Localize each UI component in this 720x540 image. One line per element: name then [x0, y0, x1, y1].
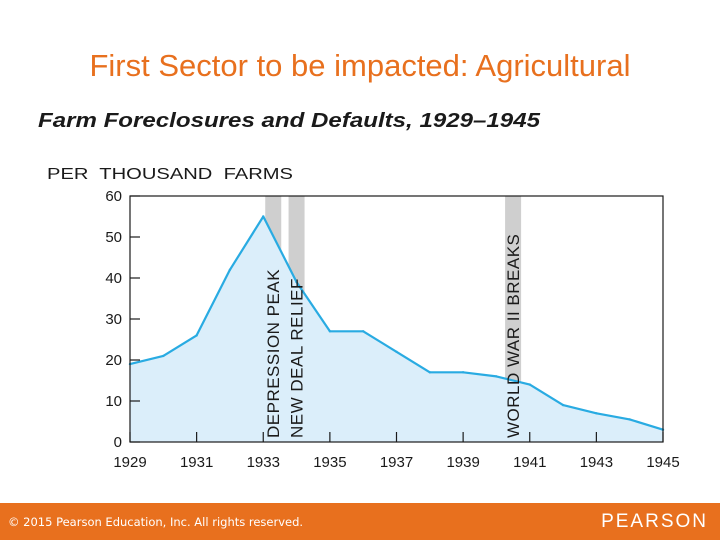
data-point-1936	[361, 330, 365, 333]
data-point-1931	[195, 334, 198, 337]
data-point-1935	[328, 330, 332, 333]
x-tick-label-1929: 1929	[113, 454, 146, 471]
y-tick-label-60: 60	[105, 188, 122, 205]
footer-bar: © 2015 Pearson Education, Inc. All right…	[0, 503, 720, 540]
farm-foreclosures-chart: Farm Foreclosures and Defaults, 1929–194…	[38, 110, 680, 471]
y-tick-label-30: 30	[105, 311, 122, 328]
x-tick-label-1943: 1943	[580, 454, 613, 471]
data-point-1930	[162, 354, 165, 358]
data-point-1932	[228, 268, 232, 271]
x-tick-label-1935: 1935	[313, 454, 346, 471]
data-point-1934	[295, 280, 298, 284]
y-tick-label-20: 20	[105, 352, 122, 369]
series-area-fill	[130, 216, 663, 442]
data-point-1940	[495, 375, 498, 378]
copyright-text: © 2015 Pearson Education, Inc. All right…	[8, 515, 304, 529]
data-point-1944	[628, 418, 631, 421]
x-tick-label-1941: 1941	[513, 454, 546, 471]
data-point-1937	[395, 350, 398, 353]
data-point-1938	[428, 371, 432, 374]
y-tick-label-50: 50	[105, 229, 122, 246]
y-tick-label-40: 40	[105, 270, 122, 287]
data-point-1939	[461, 371, 465, 374]
x-tick-label-1937: 1937	[380, 454, 413, 471]
y-tick-label-0: 0	[114, 434, 122, 451]
data-point-1933	[262, 215, 265, 218]
x-tick-label-1939: 1939	[446, 454, 479, 471]
y-axis-label: PER THOUSAND FARMS	[47, 166, 293, 183]
chart-title: Farm Foreclosures and Defaults, 1929–194…	[38, 110, 541, 132]
annotation-label-3: WORLD WAR II BREAKS	[504, 234, 523, 438]
x-tick-label-1931: 1931	[180, 454, 213, 471]
slide-title: First Sector to be impacted: Agricultura…	[89, 48, 631, 83]
x-tick-label-1933: 1933	[247, 454, 280, 471]
y-tick-label-10: 10	[105, 393, 122, 410]
data-point-1942	[561, 403, 565, 407]
annotation-label-1: DEPRESSION PEAK	[264, 269, 283, 438]
annotation-label-2: NEW DEAL RELIEF	[288, 278, 307, 438]
pearson-logo: PEARSON	[601, 511, 708, 532]
data-point-1941	[528, 383, 531, 386]
data-point-1943	[595, 412, 598, 415]
x-tick-label-1945: 1945	[646, 454, 679, 471]
